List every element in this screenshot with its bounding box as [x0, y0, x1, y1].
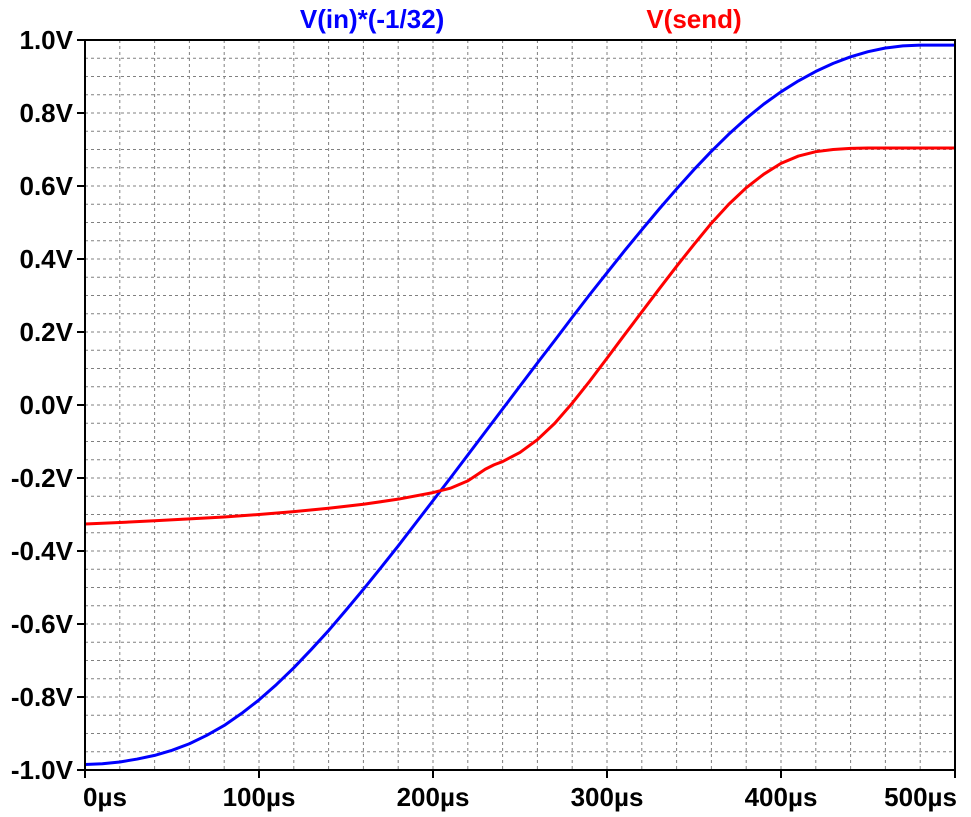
- ytick-label: 0.8V: [20, 98, 74, 128]
- legend-label-1: V(send): [646, 4, 741, 34]
- ytick-label: -1.0V: [11, 755, 74, 785]
- ytick-label: -0.8V: [11, 682, 74, 712]
- chart-svg: 0µs 100µs 200µs 300µs 400µs 500µs -1.0V -0.8V -0…: [0, 0, 971, 817]
- ytick-label: -0.2V: [11, 463, 74, 493]
- ytick-label: 0.2V: [20, 317, 74, 347]
- ytick-label: 1.0V: [20, 25, 74, 55]
- xtick-label: 0µs: [83, 782, 127, 812]
- chart-container: { "canvas": { "width": 971, "height": 81…: [0, 0, 971, 817]
- xtick-label: 300µs: [571, 782, 644, 812]
- ytick-label: 0.0V: [20, 390, 74, 420]
- ytick-label: 0.6V: [20, 171, 74, 201]
- ytick-label: -0.6V: [11, 609, 74, 639]
- ytick-label: 0.4V: [20, 244, 74, 274]
- legend-label-0: V(in)*(-1/32): [300, 4, 444, 34]
- xtick-label: 100µs: [223, 782, 296, 812]
- xtick-label: 400µs: [745, 782, 818, 812]
- ytick-label: -0.4V: [11, 536, 74, 566]
- xtick-label: 500µs: [884, 782, 957, 812]
- xtick-label: 200µs: [397, 782, 470, 812]
